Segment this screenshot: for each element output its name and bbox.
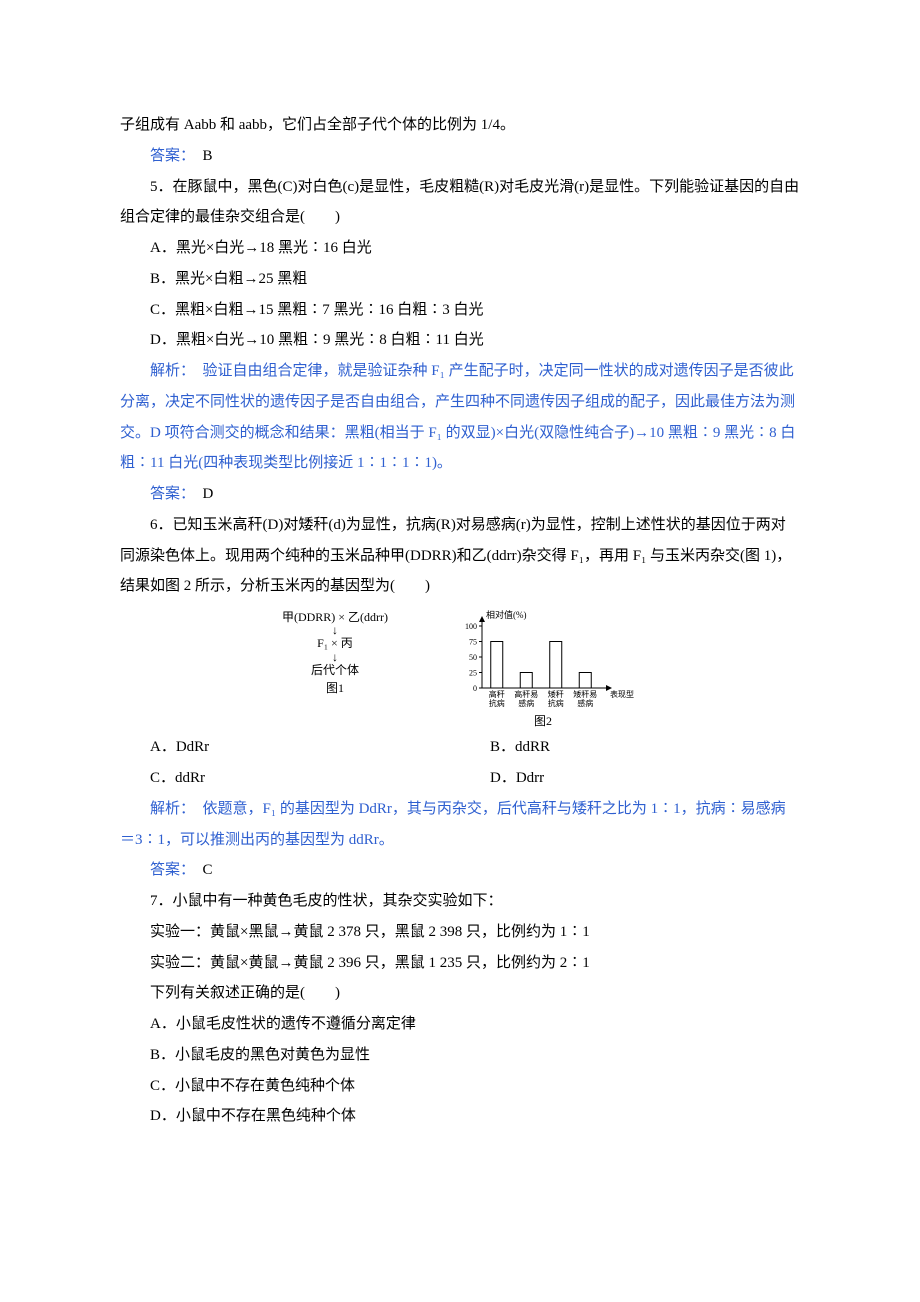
svg-text:25: 25 — [469, 669, 477, 678]
q7-exp1: 实验一：黄鼠×黑鼠→黄鼠 2 378 只，黑鼠 2 398 只，比例约为 1∶1 — [120, 917, 800, 948]
q6-optD: D．Ddrr — [460, 763, 800, 794]
q7-optA: A．小鼠毛皮性状的遗传不遵循分离定律 — [120, 1009, 800, 1040]
svg-text:感病: 感病 — [518, 698, 534, 708]
q5-analysis: 解析： 验证自由组合定律，就是验证杂种 F₁ 产生配子时，决定同一性状的成对遗传… — [120, 356, 800, 479]
svg-text:高秆易: 高秆易 — [514, 689, 538, 699]
q7-stem: 7．小鼠中有一种黄色毛皮的性状，其杂交实验如下： — [120, 886, 800, 917]
q6-answer: 答案： C — [120, 855, 800, 886]
svg-text:表现型: 表现型 — [610, 689, 634, 699]
q5-optC: C．黑粗×白粗→15 黑粗∶7 黑光∶16 白粗∶3 白光 — [120, 295, 800, 326]
q6-fig1: 甲(DDRR) × 乙(ddrr) ↓ F₁ × 丙 ↓ 后代个体 图1 — [282, 610, 388, 728]
q6-optC: C．ddRr — [120, 763, 460, 794]
fig1-line4: ↓ — [282, 651, 388, 663]
intro-fragment: 子组成有 Aabb 和 aabb，它们占全部子代个体的比例为 1/4。 — [120, 110, 800, 141]
q4-answer-value: B — [203, 148, 213, 164]
q4-answer: 答案： B — [120, 141, 800, 172]
fig1-caption: 图1 — [326, 681, 344, 695]
q6-answer-value: C — [203, 862, 213, 878]
svg-text:矮秆易: 矮秆易 — [573, 689, 597, 699]
q6-fig2: 相对值(%)0255075100高秆抗病高秆易感病矮秆抗病矮秆易感病表现型 图2 — [448, 610, 638, 728]
q7-optC: C．小鼠中不存在黄色纯种个体 — [120, 1071, 800, 1102]
svg-text:矮秆: 矮秆 — [548, 689, 564, 699]
q7-sub: 下列有关叙述正确的是( ) — [120, 978, 800, 1009]
svg-text:感病: 感病 — [577, 698, 593, 708]
q5-answer-value: D — [203, 486, 214, 502]
answer-label: 答案： — [150, 486, 203, 502]
q6-stem: 6．已知玉米高秆(D)对矮秆(d)为显性，抗病(R)对易感病(r)为显性，控制上… — [120, 510, 800, 602]
q5-optB: B．黑光×白粗→25 黑粗 — [120, 264, 800, 295]
fig1-line2: ↓ — [282, 624, 388, 636]
q6-figures: 甲(DDRR) × 乙(ddrr) ↓ F₁ × 丙 ↓ 后代个体 图1 相对值… — [120, 610, 800, 728]
svg-text:100: 100 — [465, 622, 477, 631]
fig1-line5: 后代个体 — [282, 663, 388, 677]
q6-analysis: 解析： 依题意，F₁ 的基因型为 DdRr，其与丙杂交，后代高秆与矮秆之比为 1… — [120, 794, 800, 856]
q5-optA: A．黑光×白光→18 黑光∶16 白光 — [120, 233, 800, 264]
answer-label: 答案： — [150, 862, 203, 878]
svg-text:抗病: 抗病 — [489, 698, 505, 708]
fig2-caption: 图2 — [534, 714, 552, 728]
fig1-cross: 甲(DDRR) × 乙(ddrr) ↓ F₁ × 丙 ↓ 后代个体 — [282, 610, 388, 677]
q7-optB: B．小鼠毛皮的黑色对黄色为显性 — [120, 1040, 800, 1071]
answer-label: 答案： — [150, 148, 203, 164]
q5-optD: D．黑粗×白光→10 黑粗∶9 黑光∶8 白粗∶11 白光 — [120, 325, 800, 356]
svg-text:0: 0 — [473, 684, 477, 693]
fig1-line3: F₁ × 丙 — [282, 636, 388, 650]
q5-stem: 5．在豚鼠中，黑色(C)对白色(c)是显性，毛皮粗糙(R)对毛皮光滑(r)是显性… — [120, 172, 800, 234]
svg-text:75: 75 — [469, 638, 477, 647]
q6-optA: A．DdRr — [120, 732, 460, 763]
q7-exp2: 实验二：黄鼠×黄鼠→黄鼠 2 396 只，黑鼠 1 235 只，比例约为 2∶1 — [120, 948, 800, 979]
q7-optD: D．小鼠中不存在黑色纯种个体 — [120, 1101, 800, 1132]
fig2-chart: 相对值(%)0255075100高秆抗病高秆易感病矮秆抗病矮秆易感病表现型 — [448, 610, 638, 710]
svg-text:相对值(%): 相对值(%) — [486, 610, 527, 620]
analysis-label: 解析： — [150, 363, 203, 379]
svg-text:高秆: 高秆 — [489, 689, 505, 699]
fig1-line1: 甲(DDRR) × 乙(ddrr) — [282, 610, 388, 624]
svg-text:抗病: 抗病 — [548, 698, 564, 708]
q6-optB: B．ddRR — [460, 732, 800, 763]
q5-analysis-text: 验证自由组合定律，就是验证杂种 F₁ 产生配子时，决定同一性状的成对遗传因子是否… — [120, 363, 795, 471]
q6-options-row2: C．ddRr D．Ddrr — [120, 763, 800, 794]
page: 子组成有 Aabb 和 aabb，它们占全部子代个体的比例为 1/4。 答案： … — [0, 0, 920, 1302]
q6-options-row1: A．DdRr B．ddRR — [120, 732, 800, 763]
q6-analysis-text: 依题意，F₁ 的基因型为 DdRr，其与丙杂交，后代高秆与矮秆之比为 1∶1，抗… — [120, 801, 786, 848]
analysis-label: 解析： — [150, 801, 203, 817]
svg-text:50: 50 — [469, 653, 477, 662]
q5-answer: 答案： D — [120, 479, 800, 510]
